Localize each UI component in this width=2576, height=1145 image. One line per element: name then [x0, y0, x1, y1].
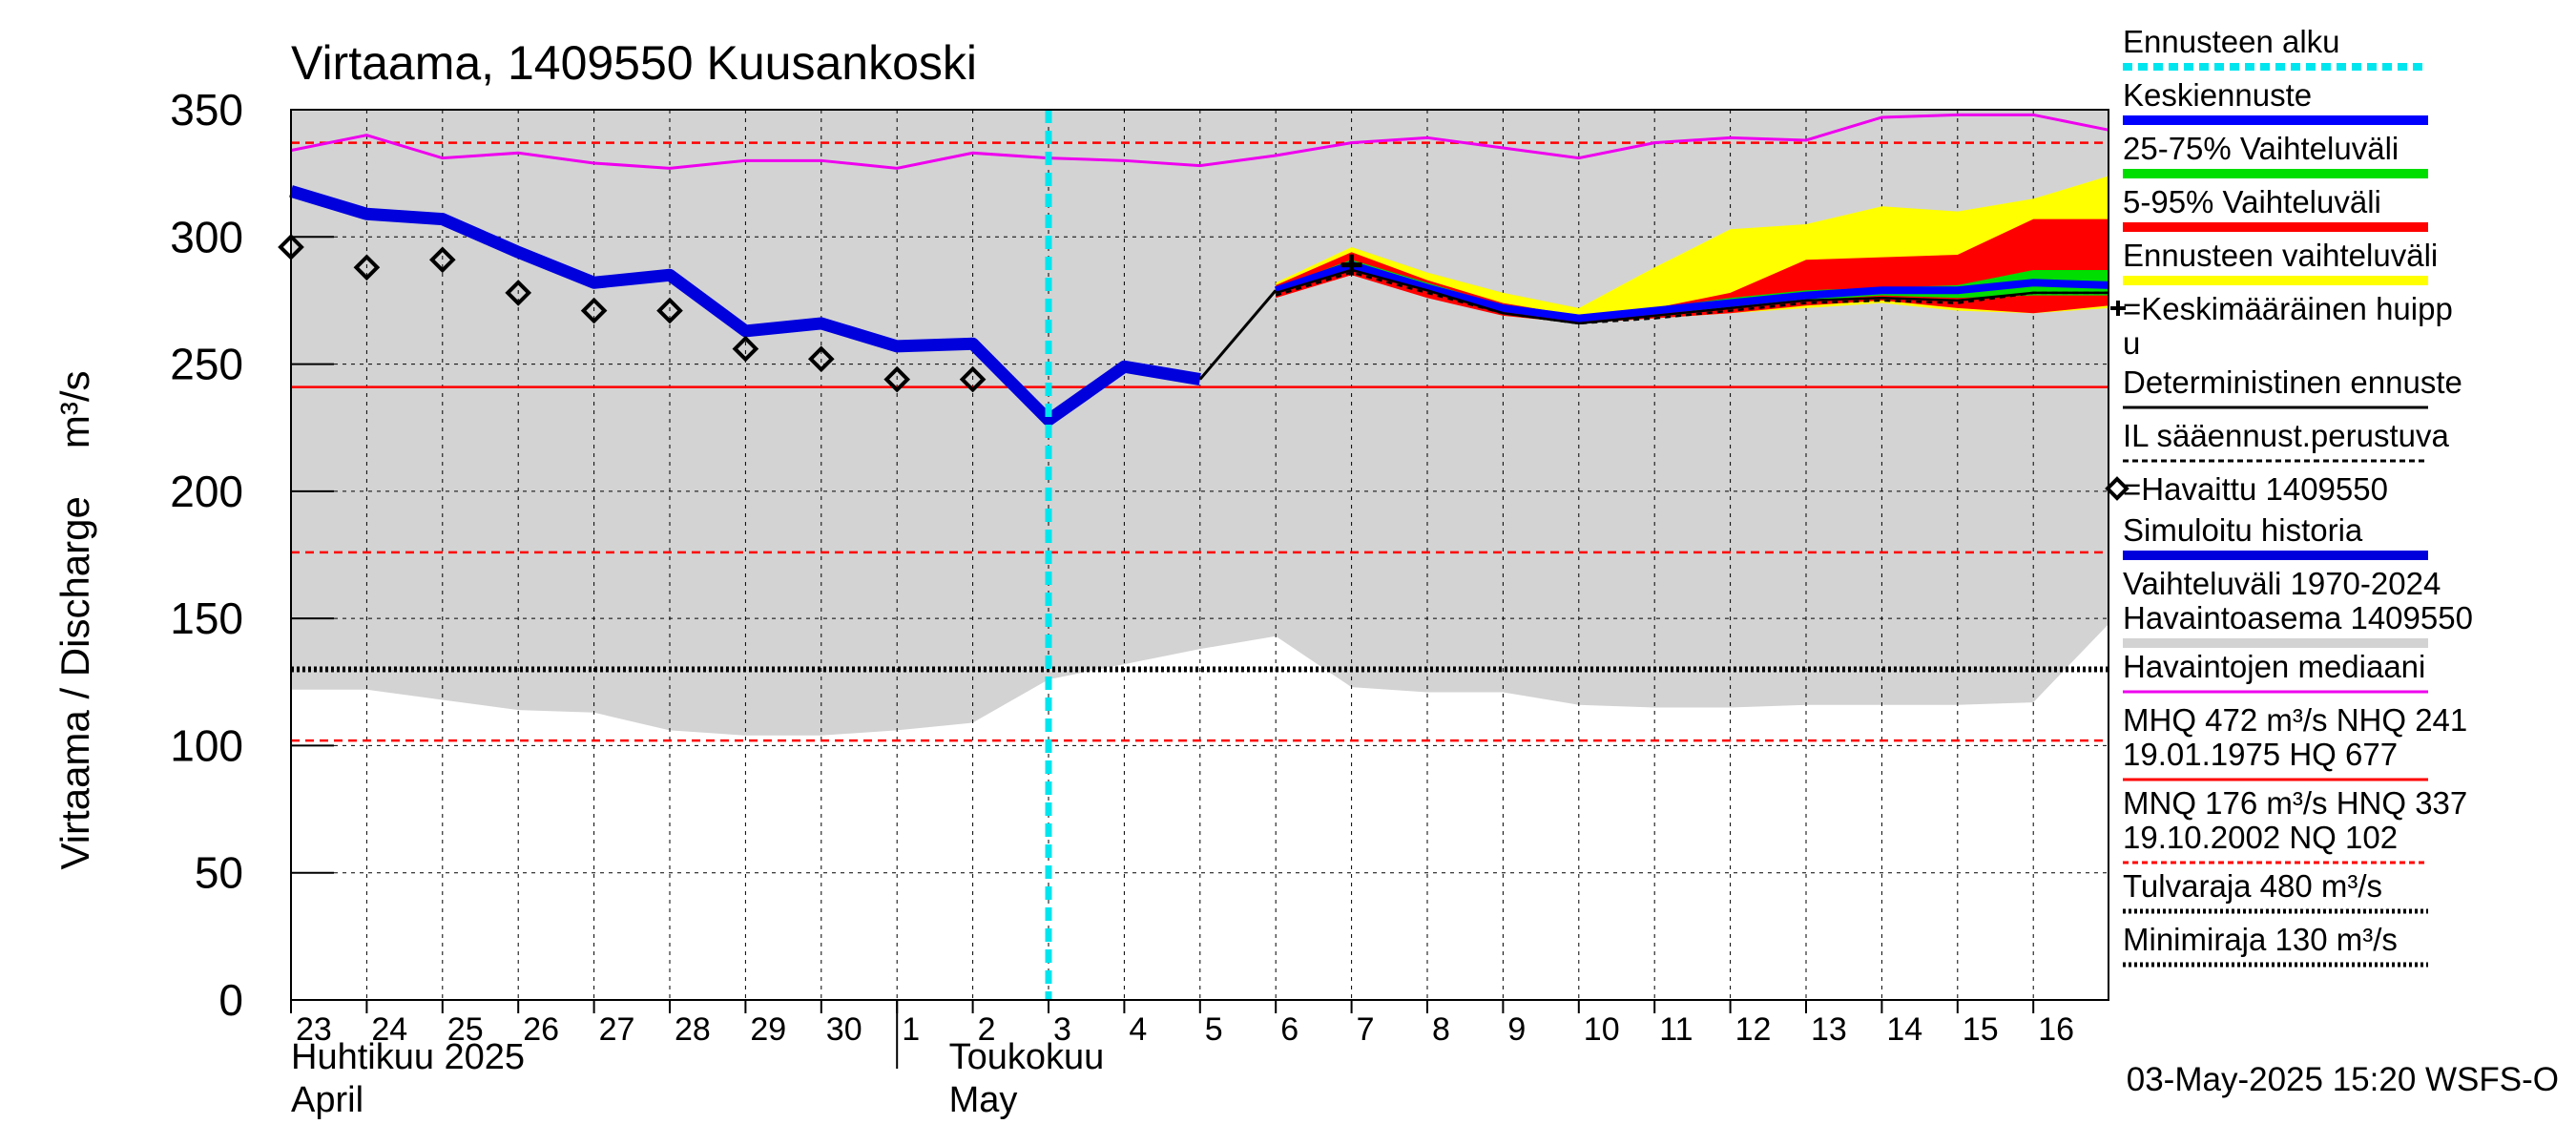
x-day-label: 15 [1963, 1011, 1999, 1048]
legend-ensemble-label: Ennusteen vaihteluväli [2123, 238, 2438, 273]
simulated-history-line [289, 185, 1201, 427]
y-axis-label-unit: m³/s [52, 370, 97, 448]
y-tick-label: 300 [170, 212, 243, 261]
legend-mhq-label: MHQ 472 m³/s NHQ 241 [2123, 702, 2467, 738]
legend-flood-label: Tulvaraja 480 m³/s [2123, 868, 2382, 904]
mean-peak-marker [1340, 254, 1362, 276]
x-day-label: 16 [2038, 1011, 2074, 1048]
observed-point [580, 297, 608, 324]
y-tick-label: 250 [170, 340, 243, 389]
observed-point [883, 365, 911, 393]
x-day-label: 13 [1811, 1011, 1847, 1048]
forecast-connector [1198, 289, 1278, 381]
legend-forecast-start-label: Ennusteen alku [2123, 24, 2340, 59]
legend-median-label: Havaintojen mediaani [2123, 649, 2425, 684]
timestamp: 03-May-2025 15:20 WSFS-O [2127, 1061, 2559, 1098]
y-tick-label: 200 [170, 467, 243, 516]
legend-range-label: Vaihteluväli 1970-2024 [2123, 566, 2441, 601]
legend-sim-history-label: Simuloitu historia [2123, 512, 2363, 548]
x-day-label: 1 [902, 1011, 920, 1048]
chart-title: Virtaama, 1409550 Kuusankoski [291, 36, 977, 90]
x-day-label: 23 [296, 1011, 332, 1048]
p5-95-band [1276, 219, 2109, 323]
legend-p25-75-label: 25-75% Vaihteluväli [2123, 131, 2399, 166]
x-day-label: 6 [1280, 1011, 1298, 1048]
legend-mnq-label2: 19.10.2002 NQ 102 [2123, 820, 2398, 855]
legend-il-weather-label: IL sääennust.perustuva [2123, 418, 2449, 453]
month-label-en: April [291, 1080, 364, 1120]
legend: Ennusteen alku Keskiennuste 25-75% Vaihtel… [2105, 24, 2473, 968]
median-line [290, 113, 2109, 170]
observed-point [959, 365, 987, 393]
y-tick-label: 350 [170, 85, 243, 135]
x-day-label: 28 [675, 1011, 711, 1048]
y-axis-label-main: Virtaama / Discharge [52, 496, 97, 869]
x-day-label: 7 [1357, 1011, 1375, 1048]
y-tick-label: 50 [195, 848, 243, 898]
observed-point [807, 345, 835, 373]
plot-area [278, 110, 2109, 1000]
x-day-label: 4 [1129, 1011, 1147, 1048]
observed-point [732, 335, 759, 363]
x-day-label: 25 [447, 1011, 484, 1048]
x-day-label: 30 [826, 1011, 862, 1048]
observed-point [505, 280, 532, 306]
month-label: Toukokuu [949, 1037, 1105, 1077]
legend-range-label2: Havaintoasema 1409550 [2123, 600, 2473, 635]
mean-forecast-line [1274, 260, 2109, 323]
legend-observed-swatch [2105, 476, 2129, 501]
legend-mean-peak-label2: u [2123, 325, 2140, 361]
y-tick-label: 100 [170, 720, 243, 770]
legend-mean-forecast-label: Keskiennuste [2123, 77, 2312, 113]
y-tick-label: 150 [170, 593, 243, 643]
month-label: Huhtikuu 2025 [291, 1037, 525, 1077]
x-day-label: 11 [1659, 1011, 1693, 1048]
legend-p5-95-label: 5-95% Vaihteluväli [2123, 184, 2381, 219]
x-day-label: 9 [1507, 1011, 1526, 1048]
month-label-en: May [949, 1080, 1018, 1120]
legend-minimum-label: Minimiraja 130 m³/s [2123, 922, 2398, 957]
x-day-label: 27 [599, 1011, 635, 1048]
x-day-label: 8 [1432, 1011, 1450, 1048]
observed-point [428, 246, 456, 274]
x-day-label: 29 [750, 1011, 786, 1048]
y-tick-label: 0 [218, 975, 243, 1025]
y-axis-label: Virtaama / Discharge m³/s [52, 370, 97, 869]
axes: 0 50 100 150 200 250 300 350 Virtaama / Discharg… [52, 85, 2109, 1120]
legend-mean-peak-label: =Keskimääräinen huipp [2123, 291, 2453, 326]
legend-observed-label: =Havaittu 1409550 [2123, 471, 2388, 507]
legend-mnq-label: MNQ 176 m³/s HNQ 337 [2123, 785, 2467, 821]
il-weather-line [1275, 271, 2109, 325]
x-day-label: 26 [523, 1011, 559, 1048]
deterministic-line [1275, 268, 2109, 325]
legend-mhq-label2: 19.01.1975 HQ 677 [2123, 737, 2398, 772]
x-day-label: 14 [1886, 1011, 1922, 1048]
x-day-label: 12 [1735, 1011, 1772, 1048]
x-day-label: 2 [978, 1011, 996, 1048]
observed-point [656, 297, 683, 324]
x-day-label: 3 [1053, 1011, 1071, 1048]
legend-deterministic-label: Deterministinen ennuste [2123, 364, 2462, 400]
observed-point [353, 254, 381, 281]
x-day-label: 24 [371, 1011, 407, 1048]
x-day-label: 5 [1205, 1011, 1223, 1048]
x-day-label: 10 [1584, 1011, 1620, 1048]
legend-mean-peak-swatch [2110, 301, 2126, 316]
